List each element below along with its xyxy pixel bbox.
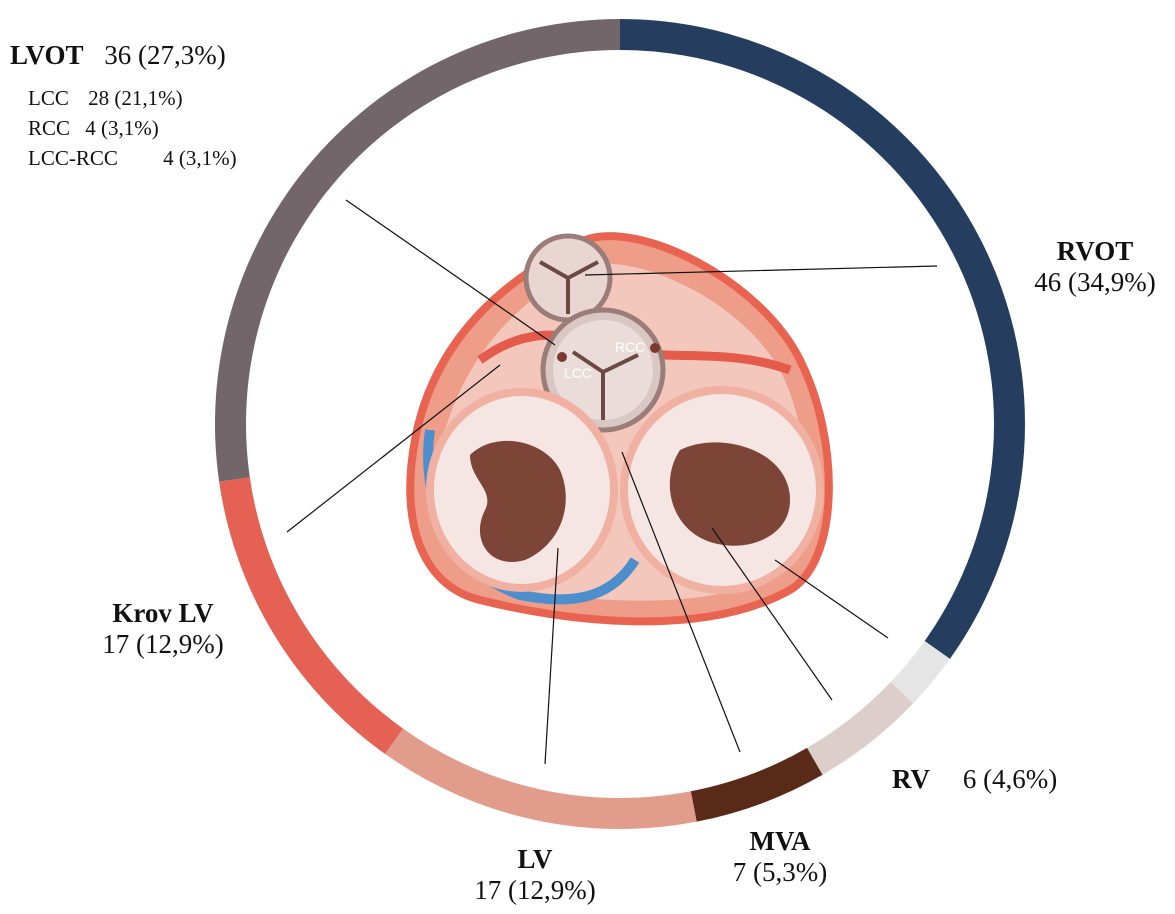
label-rvot-name: RVOT: [1056, 236, 1134, 266]
label-rvot: RVOT 46 (34,9%): [1020, 236, 1170, 298]
lvot-sub-lcc-rcc-name: LCC-RCC: [28, 146, 118, 170]
donut-segment-rvot-0: [620, 19, 1025, 659]
lvot-sub-lcc-value: 28 (21,1%): [88, 86, 183, 110]
label-mva-name: MVA: [749, 826, 811, 856]
donut-segment-lv-4: [385, 728, 697, 830]
label-lv-value: 17 (12,9%): [474, 875, 596, 906]
label-krov-lv-value: 17 (12,9%): [102, 629, 224, 660]
leader-line-rvot: [584, 265, 938, 276]
mitral-orifice: [470, 440, 566, 562]
label-krov-lv: Krov LV 17 (12,9%): [78, 598, 248, 660]
lvot-sub-rcc-name: RCC: [28, 116, 71, 140]
label-mva: MVA 7 (5,3%): [710, 826, 850, 888]
label-rvot-value: 46 (34,9%): [1034, 267, 1156, 298]
pulmonary-valve-cusps: [539, 260, 599, 314]
label-lvot-sub-lcc: LCC 28 (21,1%): [28, 86, 183, 110]
label-mva-value: 7 (5,3%): [732, 857, 828, 888]
heart-illustration: LCC RCC: [406, 232, 833, 626]
label-lvot-value: 36 (27,3%): [104, 40, 226, 70]
leader-line-rv-2: [774, 559, 889, 639]
label-lvot-name: LVOT: [10, 40, 84, 70]
leader-line-lv: [544, 547, 559, 765]
donut-segment-mva-3: [690, 747, 823, 822]
aortic-valve-cusps: [571, 350, 639, 420]
lvot-sub-lcc-rcc-value: 4 (3,1%): [163, 146, 237, 170]
tricuspid-orifice: [669, 442, 790, 546]
leader-line-lvot: [345, 199, 556, 346]
label-krov-lv-name: Krov LV: [112, 598, 214, 628]
leader-line-rv-1: [711, 527, 833, 701]
label-rv-name: RV: [892, 764, 931, 794]
leader-line-krov-lv: [286, 364, 501, 533]
leader-lines: [286, 199, 938, 765]
lcc-valve-label: LCC: [564, 365, 592, 381]
leader-line-mva: [621, 451, 741, 753]
label-lv: LV 17 (12,9%): [450, 844, 620, 906]
lcc-ostium: [557, 352, 567, 362]
label-lvot-sub-rcc: RCC 4 (3,1%): [28, 116, 159, 140]
lvot-sub-rcc-value: 4 (3,1%): [85, 116, 159, 140]
donut-segment-rv-2: [807, 682, 914, 775]
lvot-sub-lcc-name: LCC: [28, 86, 69, 110]
rcc-ostium: [650, 343, 660, 353]
label-rv: RV 6 (4,6%): [892, 764, 1057, 795]
donut-segment-krov-lv-5: [219, 477, 404, 754]
donut-ring: [214, 19, 1025, 830]
label-lv-name: LV: [517, 844, 553, 874]
label-lvot: LVOT 36 (27,3%): [10, 40, 226, 71]
rcc-valve-label: RCC: [615, 339, 645, 355]
label-lvot-sub-lcc-rcc: LCC-RCC 4 (3,1%): [28, 146, 237, 170]
label-rv-value: 6 (4,6%): [962, 764, 1058, 794]
donut-segment-unlabeled-1: [890, 640, 950, 704]
